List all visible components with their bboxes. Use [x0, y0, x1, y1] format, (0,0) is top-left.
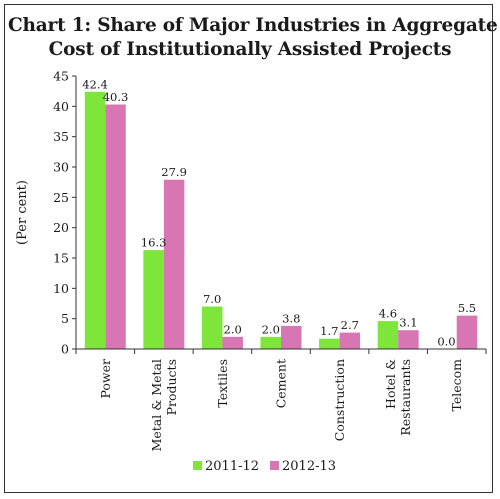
legend: 2011-12 2012-13 [193, 459, 336, 474]
data-label: 2.0 [262, 322, 280, 336]
data-label: 1.7 [320, 324, 338, 338]
category-label: Hotel & [383, 359, 398, 409]
y-tick-label: 40 [53, 99, 69, 114]
bar-2012-13 [456, 315, 478, 349]
y-tick-label: 20 [53, 220, 69, 235]
category-label: Restaurants [398, 359, 413, 436]
bar-2011-12 [377, 321, 399, 349]
data-label: 3.1 [399, 316, 417, 330]
chart-title: Chart 1: Share of Major Industries in Ag… [8, 14, 498, 62]
data-label: 5.5 [458, 301, 476, 315]
y-tick-label: 25 [53, 190, 69, 205]
category-label: Metal & Metal [149, 359, 164, 451]
axes [75, 76, 487, 354]
data-label: 27.9 [161, 165, 187, 179]
data-label: 3.8 [282, 311, 300, 325]
category-label: Cement [274, 359, 289, 408]
y-tick-label: 15 [53, 251, 69, 266]
category-labels: Power Metal & Metal Products Textiles Cement… [98, 359, 464, 452]
bar-2012-13 [105, 104, 126, 349]
y-tick-label: 45 [53, 69, 69, 84]
legend-label: 2012-13 [282, 459, 336, 474]
bar-2012-13 [222, 336, 243, 349]
bar-2011-12 [201, 306, 223, 349]
bar-2012-13 [398, 330, 419, 349]
legend-swatch-2011-12 [193, 461, 202, 470]
data-label: 40.3 [103, 90, 129, 104]
category-label: Power [98, 359, 113, 399]
data-label: 4.6 [379, 307, 397, 321]
category-label-group: Construction [332, 359, 347, 441]
data-label: 2.7 [341, 318, 359, 332]
y-tick-label: 10 [53, 281, 69, 296]
y-tick-label: 5 [61, 311, 69, 326]
bar-2012-13 [281, 325, 302, 349]
data-label: 7.0 [203, 292, 221, 306]
chart-title-line-1: Chart 1: Share of Major Industries in Ag… [8, 15, 498, 36]
bar-2012-13 [163, 179, 185, 349]
data-label: 2.0 [224, 322, 242, 336]
y-tick-label: 0 [61, 342, 69, 357]
data-label: 16.3 [141, 236, 167, 250]
data-labels: 42.440.316.327.97.02.0 2.03.81.7 2.74.63.1… [82, 77, 476, 348]
bar-series [84, 91, 478, 350]
legend-swatch-2012-13 [270, 461, 279, 470]
category-label-group: Metal & Metal Products [149, 359, 179, 451]
bar-2011-12 [260, 336, 281, 349]
category-label-group: Textiles [215, 359, 230, 408]
legend-label: 2011-12 [205, 459, 259, 474]
chart-frame [4, 4, 493, 493]
bar-2011-12 [319, 338, 340, 349]
category-label: Telecom [449, 359, 464, 412]
data-label: 42.4 [82, 77, 108, 91]
y-axis-ticks: 0 5 10 15 20 25 30 35 40 45 [53, 69, 76, 357]
y-tick-label: 35 [53, 129, 69, 144]
bar-2011-12 [84, 91, 106, 350]
y-tick-label: 30 [53, 160, 69, 175]
category-label-group: Telecom [449, 359, 464, 412]
category-label: Construction [332, 359, 347, 441]
data-label: 0.0 [437, 335, 455, 349]
bar-2012-13 [339, 332, 361, 349]
category-label-group: Hotel & Restaurants [383, 359, 413, 436]
chart-title-line-2: Cost of Institutionally Assisted Project… [48, 39, 452, 60]
category-label-group: Cement [274, 359, 289, 408]
category-label: Textiles [215, 359, 230, 408]
bar-2011-12 [143, 250, 164, 349]
category-label-group: Power [98, 359, 113, 399]
category-label: Products [164, 359, 179, 415]
y-axis-title: (Per cent) [15, 180, 30, 245]
